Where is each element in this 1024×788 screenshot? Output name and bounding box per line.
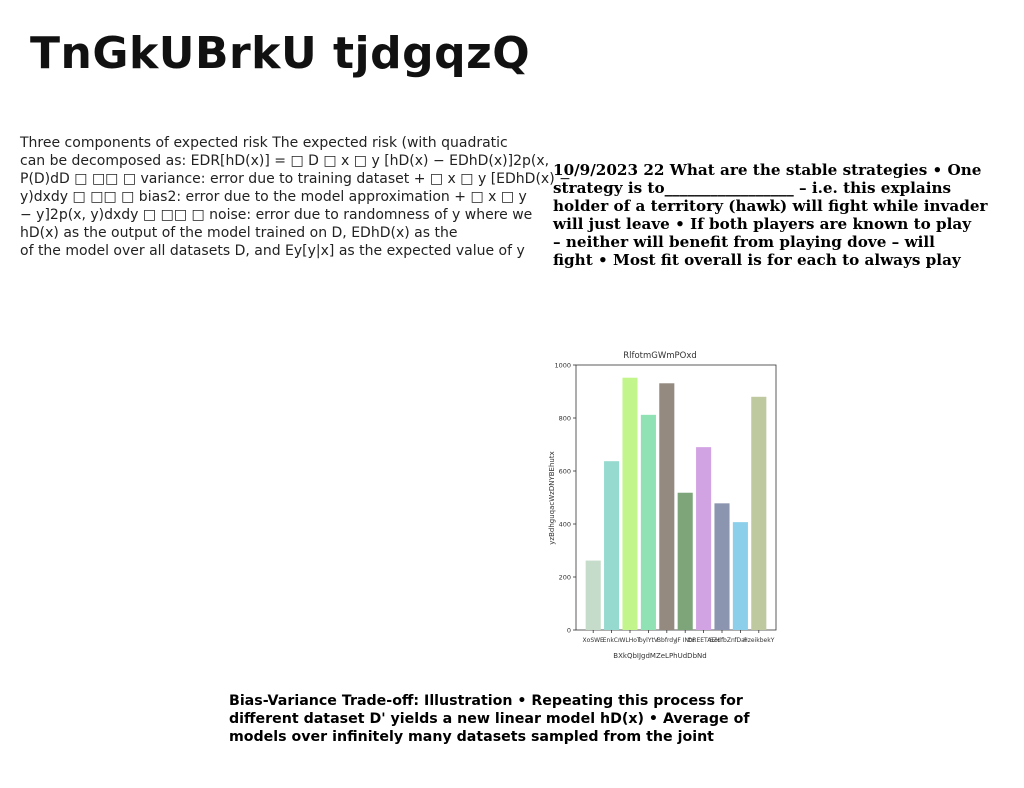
text-line: holder of a territory (hawk) will fight … (553, 197, 988, 215)
text-line: 10/9/2023 22 What are the stable strateg… (553, 161, 982, 179)
bar-chart: RlfotmGWmPOxd BXkQbIJgdMZeLPhUdDbNd yzBd… (543, 345, 783, 663)
text-line: will just leave • If both players are kn… (553, 215, 972, 233)
y-tick-label: 0 (567, 627, 571, 635)
x-tick-label: EnkCr (603, 637, 621, 644)
x-tick-label: fDal (734, 637, 746, 644)
bar (696, 447, 712, 630)
x-tick-label: XoSWE (583, 637, 605, 644)
text-line: − y]2p(x, y)dxdy □ □□ □ noise: error due… (20, 207, 533, 223)
bar (677, 492, 693, 630)
y-tick-label: 200 (559, 574, 571, 582)
text-line: Three components of expected risk The ex… (20, 135, 508, 151)
bias-variance-paragraph: Bias-Variance Trade-off: Illustration • … (229, 692, 789, 746)
y-axis-label: yzBdhguqacWzDNYBEhutx (548, 451, 556, 544)
text-line: Bias-Variance Trade-off: Illustration • … (229, 693, 743, 709)
x-tick-label: JF INtx (675, 637, 696, 644)
stable-strategies-paragraph: 10/9/2023 22 What are the stable strateg… (553, 161, 1023, 269)
text-line: fight • Most fit overall is for each to … (553, 251, 961, 269)
x-tick-label: OREETAEH (688, 637, 720, 644)
x-tick-label: WLHoT (619, 637, 640, 644)
bar (640, 414, 656, 630)
bar (622, 377, 638, 630)
text-line: models over infinitely many datasets sam… (229, 729, 714, 745)
text-line: P(D)dD □ □□ □ variance: error due to tra… (20, 171, 571, 187)
y-tick-label: 400 (559, 521, 571, 529)
text-line: strategy is to_________________ – i.e. t… (553, 179, 952, 197)
x-tick-label: SZdfbZn (709, 637, 735, 644)
plot-frame (575, 364, 777, 631)
text-line: hD(x) as the output of the model trained… (20, 225, 458, 241)
text-line: y)dxdy □ □□ □ bias2: error due to the mo… (20, 189, 527, 205)
y-tick-label: 1000 (554, 362, 571, 370)
bar (604, 461, 620, 630)
page-title: TnGkUBrkU tjdgqzQ (30, 28, 531, 79)
chart-title: RlfotmGWmPOxd (623, 351, 697, 361)
x-tick-label: HzeikbekY (743, 637, 774, 644)
text-line: can be decomposed as: EDR[hD(x)] = □ D □… (20, 153, 550, 169)
y-tick-label: 800 (559, 415, 571, 423)
plot-area: 0 200 400 600 800 1000 XoSWEEnkCrWLHoTbylYtVBb… (554, 362, 777, 644)
text-line: of the model over all datasets D, and Ey… (20, 243, 525, 259)
text-line: – neither will benefit from playing dove… (553, 233, 935, 251)
x-axis-label: BXkQbIJgdMZeLPhUdDbNd (613, 652, 706, 660)
x-tick-label: Bbfrdy (657, 637, 677, 644)
bar (751, 396, 767, 630)
y-tick-label: 600 (559, 468, 571, 476)
x-tick-label: bylYtV (639, 637, 659, 644)
text-line: different dataset D' yields a new linear… (229, 711, 750, 727)
bar-chart-svg: RlfotmGWmPOxd BXkQbIJgdMZeLPhUdDbNd yzBd… (548, 351, 777, 660)
bar (714, 503, 730, 630)
bar (732, 522, 748, 630)
bar (585, 560, 601, 630)
bar (659, 383, 675, 630)
expected-risk-paragraph: Three components of expected risk The ex… (20, 134, 571, 260)
